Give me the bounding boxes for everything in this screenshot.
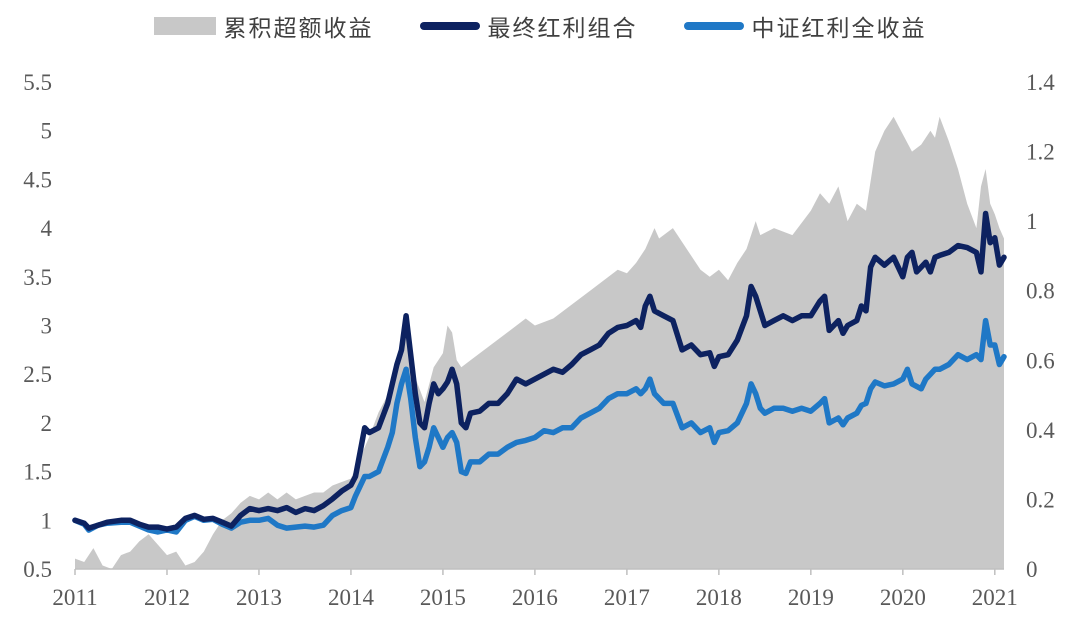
y-left-tick-label: 3 <box>41 314 53 339</box>
y-right-tick-label: 1 <box>1026 209 1038 234</box>
y-left-tick-label: 1 <box>41 508 53 533</box>
legend-label-csi-dividend-index: 中证红利全收益 <box>751 16 927 42</box>
x-tick-label: 2012 <box>144 585 190 610</box>
x-tick-label: 2015 <box>420 585 466 610</box>
y-right-tick-label: 1.2 <box>1026 140 1055 165</box>
x-tick-label: 2016 <box>512 585 558 610</box>
y-left-tick-label: 5.5 <box>23 70 52 95</box>
y-left-tick-label: 5 <box>41 119 53 144</box>
y-right-tick-label: 0.6 <box>1026 348 1055 373</box>
legend-label-final-dividend-portfolio: 最终红利组合 <box>487 16 638 42</box>
y-left-tick-label: 3.5 <box>23 265 52 290</box>
y-left-tick-label: 4 <box>41 216 53 241</box>
y-right-tick-label: 0.8 <box>1026 279 1055 304</box>
legend-label-excess-return: 累积超额收益 <box>223 16 374 42</box>
x-tick-label: 2018 <box>696 585 742 610</box>
x-tick-label: 2017 <box>604 585 650 610</box>
legend-swatch-blue-line <box>683 22 744 30</box>
series-line-csi-dividend-index <box>72 317 1007 535</box>
series-area-group <box>75 116 1004 570</box>
y-left-tick-label: 2.5 <box>23 362 52 387</box>
y-left-tick-label: 4.5 <box>23 167 52 192</box>
x-tick-label: 2011 <box>52 585 97 610</box>
y-right-tick-label: 0 <box>1026 557 1038 582</box>
chart-legend: 累积超额收益 最终红利组合 中证红利全收益 <box>0 8 1080 44</box>
series-area-excess-return <box>75 116 1004 570</box>
axes-group: 2011 2012 2013 2014 2015 2016 2017 2018 2019 2020… <box>23 70 1055 610</box>
y-left-tick-label: 0.5 <box>23 557 52 582</box>
y-left-tick-label: 2 <box>41 411 53 436</box>
y-right-tick-label: 0.2 <box>1026 487 1055 512</box>
legend-item-csi-dividend-index: 中证红利全收益 <box>683 9 927 43</box>
y-right-tick-label: 0.4 <box>1026 418 1055 443</box>
legend-swatch-dark-line <box>419 22 480 30</box>
series-lines-group <box>72 210 1007 535</box>
y-left-tick-label: 1.5 <box>23 460 52 485</box>
legend-item-final-dividend-portfolio: 最终红利组合 <box>419 9 638 43</box>
x-tick-label: 2020 <box>880 585 926 610</box>
x-tick-label: 2019 <box>788 585 834 610</box>
x-tick-label: 2021 <box>972 585 1018 610</box>
legend-swatch-area <box>153 17 216 35</box>
x-tick-label: 2013 <box>236 585 282 610</box>
series-line-final-dividend-portfolio <box>72 210 1007 532</box>
y-right-tick-label: 1.4 <box>1026 70 1055 95</box>
legend-item-excess-return: 累积超额收益 <box>153 9 374 43</box>
x-tick-label: 2014 <box>328 585 375 610</box>
